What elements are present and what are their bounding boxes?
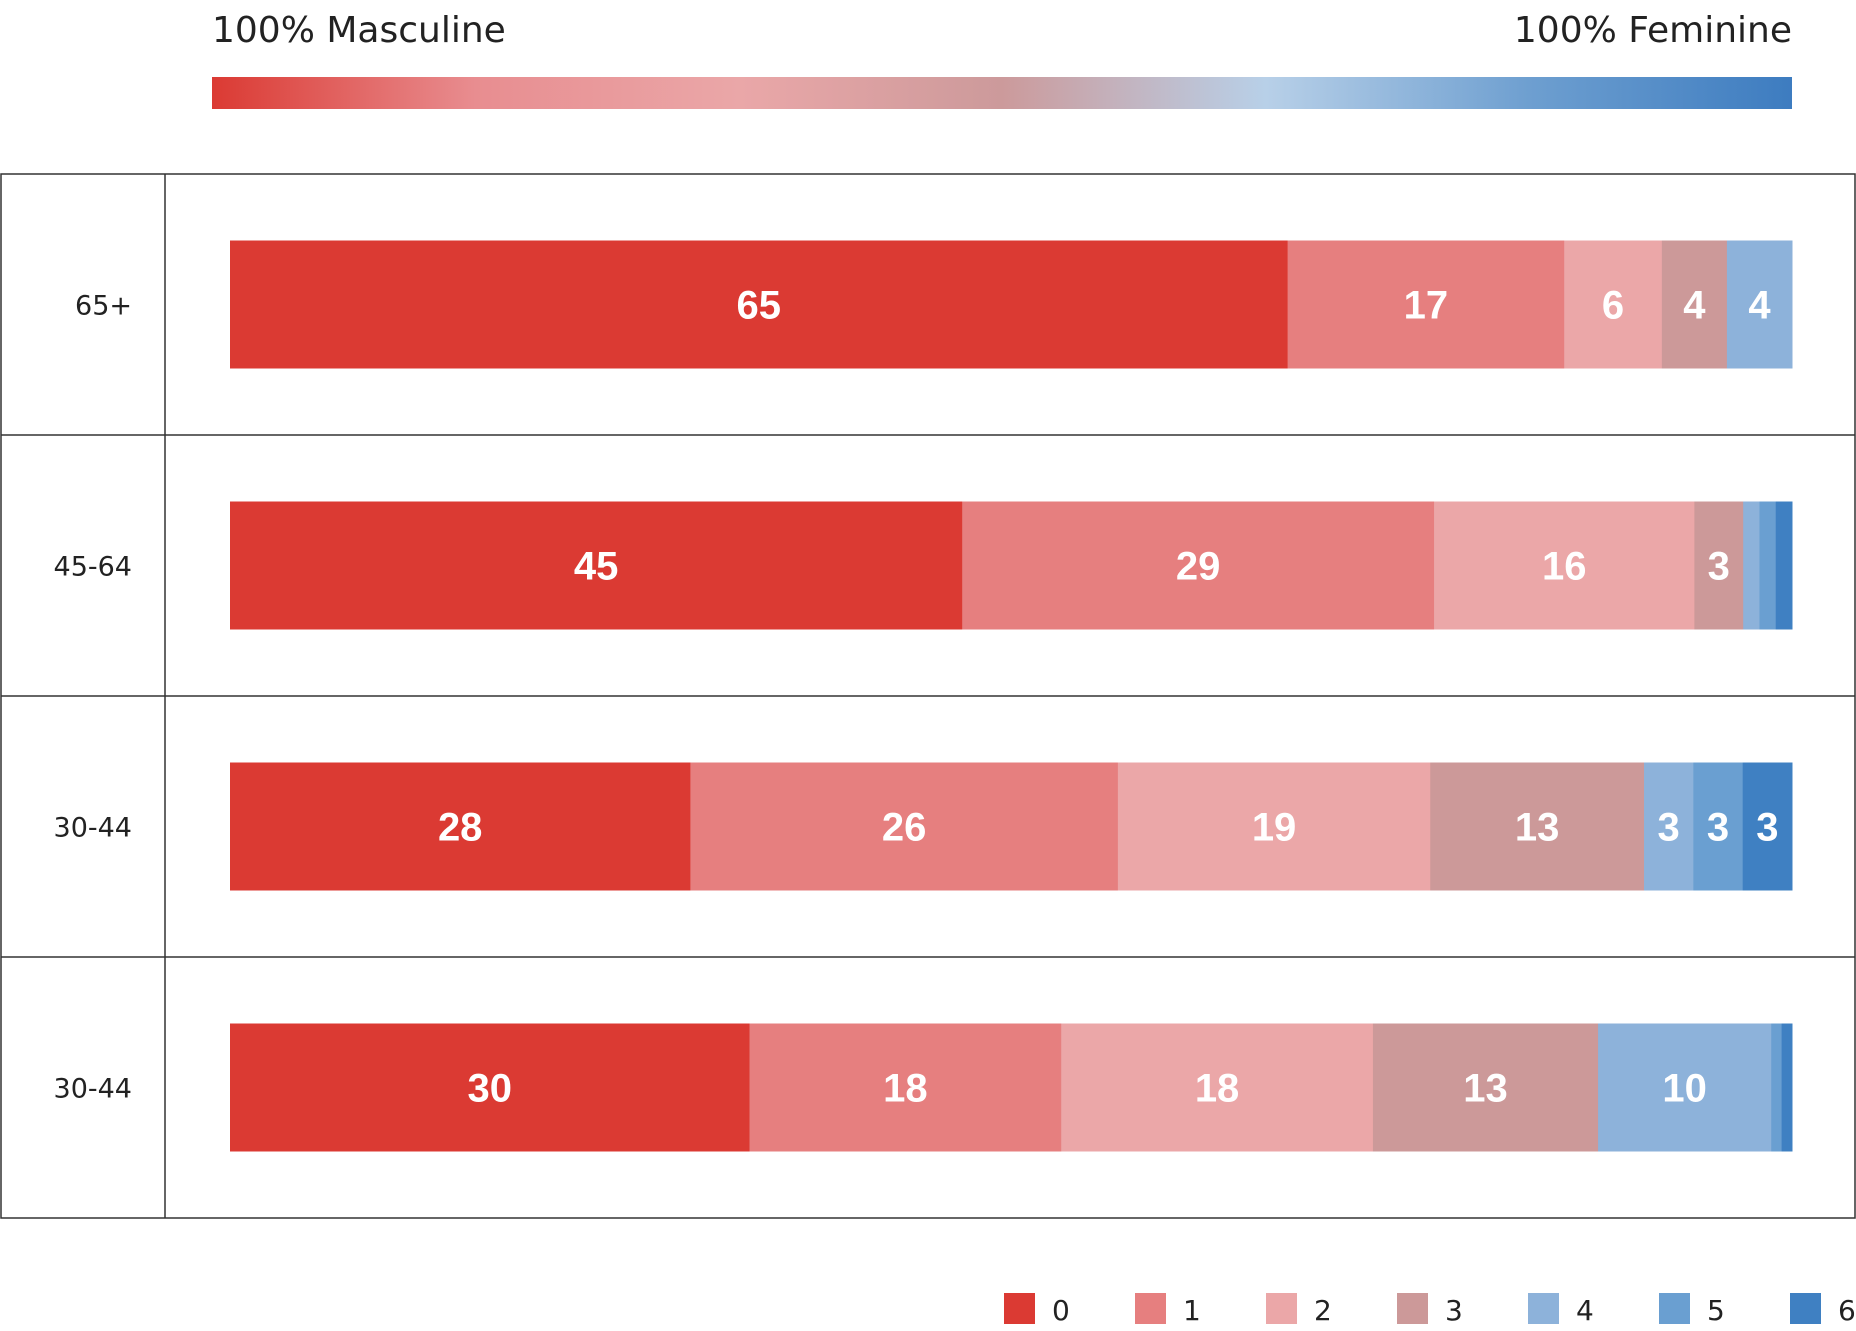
segment-value-label: 3 (1756, 806, 1778, 850)
bar-segment (1771, 1023, 1783, 1152)
bar-segment (1061, 1023, 1374, 1152)
segment-value-label: 4 (1683, 284, 1706, 328)
gender-scale: 100% Masculine 100% Feminine (212, 10, 1792, 109)
bar-segment (1694, 501, 1744, 630)
legend-swatch (1135, 1293, 1166, 1324)
segment-value-label: 28 (438, 806, 483, 850)
segment-labels: 65 17 6 4 445 29 16 328 26 19 13 3 3 330 18 18 13 10 (438, 284, 1779, 1111)
legend-label: 5 (1707, 1294, 1725, 1327)
bars (230, 240, 1793, 1152)
legend-label: 2 (1314, 1294, 1332, 1327)
bar-segment (1564, 240, 1663, 369)
bar-segment (230, 240, 1289, 369)
bar-segment (690, 762, 1119, 891)
bar-segment (1743, 501, 1760, 630)
bar-segment (1693, 762, 1744, 891)
row-label: 65+ (75, 291, 132, 322)
segment-value-label: 65 (737, 284, 782, 328)
segment-value-label: 13 (1463, 1067, 1508, 1111)
bar-segment (230, 762, 691, 891)
legend-label: 4 (1576, 1294, 1594, 1327)
segment-value-label: 29 (1176, 545, 1221, 589)
legend-swatch (1790, 1293, 1821, 1324)
legend-swatch (1004, 1293, 1035, 1324)
segment-value-label: 18 (1195, 1067, 1240, 1111)
segment-value-label: 6 (1602, 284, 1624, 328)
legend: 0 1 2 3 4 5 6 (1004, 1293, 1856, 1327)
legend-label: 6 (1838, 1294, 1856, 1327)
bar-segment (1434, 501, 1695, 630)
segment-value-label: 30 (468, 1067, 513, 1111)
segment-value-label: 3 (1708, 545, 1730, 589)
segment-value-label: 17 (1404, 284, 1449, 328)
bar-segment (1661, 240, 1728, 369)
segment-value-label: 45 (574, 545, 619, 589)
bar-segment (1430, 762, 1645, 891)
segment-value-label: 26 (882, 806, 927, 850)
legend-label: 3 (1445, 1294, 1463, 1327)
scale-right-label: 100% Feminine (1514, 10, 1792, 51)
bar-segment (1781, 1023, 1793, 1152)
bar-segment (1775, 501, 1793, 630)
bar-segment (230, 501, 963, 630)
legend-swatch (1528, 1293, 1559, 1324)
legend-swatch (1659, 1293, 1690, 1324)
segment-value-label: 4 (1748, 284, 1771, 328)
bar-segment (1644, 762, 1694, 891)
segment-value-label: 10 (1662, 1067, 1707, 1111)
legend-swatch (1266, 1293, 1297, 1324)
bar-segment (1726, 240, 1793, 369)
bar-segment (1759, 501, 1777, 630)
bar-segment (1372, 1023, 1599, 1152)
bar-segment (1117, 762, 1431, 891)
scale-gradient-bar (212, 77, 1792, 109)
segment-value-label: 13 (1515, 806, 1560, 850)
segment-value-label: 18 (883, 1067, 928, 1111)
bar-segment (749, 1023, 1062, 1152)
table-grid (0, 173, 1856, 1219)
bar-segment (962, 501, 1435, 630)
segment-value-label: 3 (1658, 806, 1680, 850)
bar-segment (1287, 240, 1565, 369)
segment-value-label: 3 (1707, 806, 1729, 850)
bar-segment (1598, 1023, 1772, 1152)
segment-value-label: 19 (1252, 806, 1297, 850)
legend-swatch (1397, 1293, 1428, 1324)
row-labels: 65+ 45-64 30-44 30-44 (54, 291, 132, 1105)
scale-left-label: 100% Masculine (212, 10, 506, 51)
bar-segment (1742, 762, 1793, 891)
bar-segment (230, 1023, 751, 1152)
row-label: 30-44 (54, 813, 132, 844)
segment-value-label: 16 (1542, 545, 1587, 589)
legend-label: 0 (1052, 1294, 1070, 1327)
row-label: 30-44 (54, 1074, 132, 1105)
legend-label: 1 (1183, 1294, 1201, 1327)
row-label: 45-64 (54, 552, 132, 583)
